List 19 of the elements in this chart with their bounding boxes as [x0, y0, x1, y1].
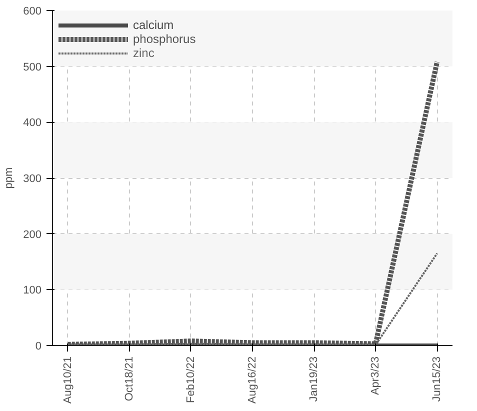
- y-tick-label: 500: [23, 61, 42, 74]
- y-tick-label: 200: [23, 228, 42, 241]
- y-tick-label: 100: [23, 284, 42, 297]
- x-tick-label: Aug10/21: [62, 356, 74, 404]
- y-tick-label: 300: [23, 173, 42, 185]
- text: zinc: [133, 46, 154, 60]
- x-tick-label: Jan19/23: [308, 356, 320, 402]
- x-tick-label: Jun15/23: [431, 356, 444, 402]
- x-tick-label: Oct18/21: [123, 356, 136, 402]
- text: calcium: [133, 18, 174, 32]
- text: phosphorus: [133, 32, 196, 46]
- x-tick-label: Aug16/22: [246, 356, 258, 404]
- y-tick-label: 400: [23, 117, 42, 130]
- x-tick-label: Apr3/23: [370, 356, 382, 396]
- x-tick-label: Feb10/22: [184, 356, 197, 403]
- line-series: [66, 252, 438, 346]
- y-axis-title: ppm: [3, 167, 16, 189]
- y-tick-label: 0: [35, 340, 42, 352]
- y-tick-label: 600: [23, 6, 42, 18]
